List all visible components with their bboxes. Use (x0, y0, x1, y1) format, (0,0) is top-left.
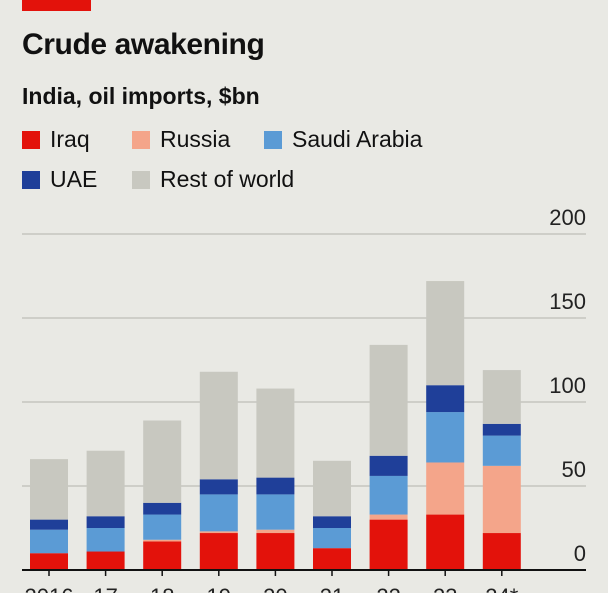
chart-title: Crude awakening (22, 28, 265, 61)
bar-segment-uae-20 (256, 477, 295, 495)
legend-item-saudi-arabia: Saudi Arabia (264, 126, 422, 153)
bar-segment-rest-of-world-17 (86, 450, 125, 517)
bar-segment-rest-of-world-22 (369, 344, 408, 456)
legend-label-iraq: Iraq (50, 126, 90, 152)
bar-segment-russia-22 (369, 514, 408, 520)
bar-segment-saudi-arabia-23 (426, 412, 465, 463)
bar-segment-iraq-22 (369, 519, 408, 570)
y-tick-label: 100 (549, 373, 586, 398)
chart-subtitle: India, oil imports, $bn (22, 83, 260, 109)
y-tick-label: 200 (549, 205, 586, 230)
brand-tag (22, 0, 91, 11)
bar-segment-iraq-24 (482, 533, 521, 570)
bar-segment-iraq-18 (143, 541, 182, 570)
bar-segment-uae-21 (313, 516, 351, 528)
bar-segment-rest-of-world-20 (256, 388, 295, 478)
bar-segment-uae-2016 (30, 519, 68, 530)
y-tick-label: 150 (549, 289, 586, 314)
bar-segment-uae-18 (143, 502, 182, 515)
x-tick-label: 2016 (25, 584, 74, 593)
bar-segment-saudi-arabia-18 (143, 514, 182, 540)
bar-segment-uae-22 (369, 455, 408, 476)
bar-segment-iraq-2016 (30, 553, 68, 570)
bar-segment-uae-17 (86, 516, 125, 528)
legend-item-uae: UAE (22, 166, 97, 193)
bar-segment-saudi-arabia-22 (369, 475, 408, 515)
bar-segment-saudi-arabia-20 (256, 494, 295, 530)
bar-segment-russia-20 (256, 529, 295, 534)
x-tick-label: 17 (93, 584, 117, 593)
legend-swatch-uae (22, 170, 40, 189)
bar-segment-saudi-arabia-21 (313, 528, 351, 549)
x-tick-label: 20 (263, 584, 287, 593)
x-tick-label: 19 (207, 584, 231, 593)
bar-segment-saudi-arabia-2016 (30, 529, 68, 554)
bar-segment-iraq-17 (86, 551, 125, 570)
legend-label-uae: UAE (50, 166, 98, 192)
bar-segment-iraq-19 (199, 533, 238, 570)
bar-segment-uae-23 (426, 385, 465, 413)
bar-segment-rest-of-world-23 (426, 281, 465, 386)
bar-segment-russia-19 (199, 531, 238, 534)
y-tick-label: 0 (574, 541, 586, 566)
bar-segment-iraq-20 (256, 533, 295, 570)
x-tick-label: 22 (376, 584, 400, 593)
bar-segment-saudi-arabia-17 (86, 528, 125, 552)
bar-segment-rest-of-world-19 (199, 371, 238, 480)
legend-label-saudi-arabia: Saudi Arabia (292, 126, 423, 152)
y-tick-label: 50 (562, 457, 586, 482)
bar-segment-iraq-23 (426, 514, 465, 570)
legend-swatch-rest-of-world (132, 170, 150, 189)
legend-swatch-saudi-arabia (264, 130, 282, 149)
bar-segment-uae-19 (199, 479, 238, 495)
bar-segment-rest-of-world-24 (482, 370, 521, 424)
bar-segment-saudi-arabia-24 (482, 435, 521, 466)
x-tick-label: 23 (433, 584, 457, 593)
bar-segment-uae-24 (482, 423, 521, 436)
bar-segment-rest-of-world-18 (143, 420, 182, 503)
legend-item-russia: Russia (132, 126, 230, 153)
legend: Iraq Russia Saudi Arabia UAE Rest of wor… (22, 126, 602, 206)
x-tick-label: 21 (320, 584, 344, 593)
legend-label-russia: Russia (160, 126, 231, 152)
bar-segment-rest-of-world-2016 (30, 459, 68, 520)
x-tick-label: 18 (150, 584, 174, 593)
legend-label-rest-of-world: Rest of world (160, 166, 295, 192)
legend-swatch-iraq (22, 130, 40, 149)
legend-item-rest-of-world: Rest of world (132, 166, 294, 193)
bar-segment-rest-of-world-21 (313, 460, 351, 517)
legend-item-iraq: Iraq (22, 126, 90, 153)
x-tick-label: 24* (485, 584, 518, 593)
bar-segment-saudi-arabia-19 (199, 494, 238, 532)
bar-segment-russia-18 (143, 539, 182, 542)
bar-segment-russia-24 (482, 465, 521, 534)
bar-segment-iraq-21 (313, 548, 351, 570)
legend-swatch-russia (132, 130, 150, 149)
bar-segment-russia-23 (426, 462, 465, 515)
